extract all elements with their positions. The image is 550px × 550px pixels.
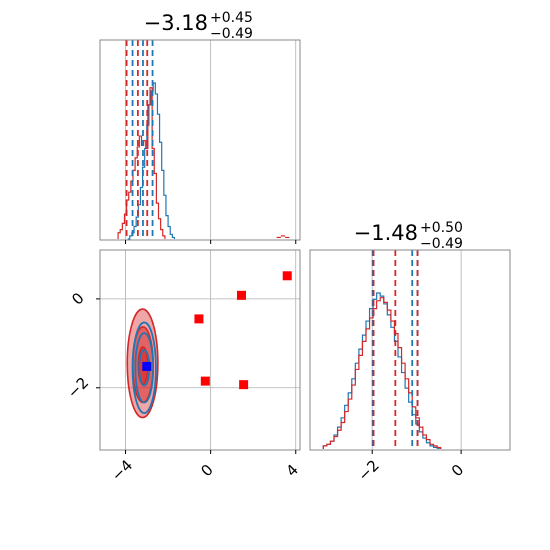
y-tick-label: −2	[64, 374, 92, 402]
axes-background	[310, 250, 510, 450]
square-marker	[239, 380, 249, 390]
square-marker	[282, 271, 292, 281]
quantile-lines	[125, 40, 154, 240]
tick-marks	[371, 450, 462, 454]
x-tick-label: −4	[108, 456, 136, 484]
grid-lines	[125, 40, 297, 240]
histogram-series-b	[322, 297, 442, 449]
axes-frame	[309, 249, 511, 451]
x-tick-label: 4	[282, 461, 301, 480]
histogram-series-b	[117, 87, 166, 239]
x-tick-labels: −4 0 4	[108, 456, 302, 484]
title-lower-error: −0.49	[420, 236, 463, 252]
panel-hist-param-1: −3.18 +0.45 −0.49	[99, 10, 301, 244]
panel-title: −1.48 +0.50 −0.49	[354, 220, 463, 252]
axes-frame	[99, 249, 301, 451]
title-value: −1.48	[354, 221, 418, 245]
truth-marker	[142, 361, 152, 371]
title-upper-error: +0.50	[420, 220, 463, 236]
panel-title: −3.18 +0.45 −0.49	[144, 10, 253, 42]
axes-background	[100, 40, 300, 240]
panel-2d-param-1-vs-param-2: −4 0 4 −2 0	[64, 249, 302, 485]
x-tick-label: 0	[448, 461, 467, 480]
histogram-steps	[117, 82, 290, 240]
square-marker	[200, 376, 210, 386]
y-tick-label: 0	[68, 289, 87, 308]
grid-lines	[100, 250, 300, 450]
y-tick-labels: −2 0	[64, 289, 92, 402]
title-upper-error: +0.45	[210, 10, 253, 26]
panel-hist-param-2: −2 0 −1.48 +0.50 −0.49	[309, 220, 511, 485]
contour-series-a	[131, 321, 157, 415]
histogram-series-a	[127, 82, 176, 240]
title-lower-error: −0.49	[210, 26, 253, 42]
tick-marks	[96, 298, 297, 454]
axes-frame	[99, 39, 301, 241]
square-marker	[236, 290, 246, 300]
contour-series-a	[134, 332, 155, 404]
x-tick-labels: −2 0	[355, 456, 468, 484]
quantile-lines	[371, 250, 419, 450]
x-tick-label: −2	[355, 456, 383, 484]
title-value: −3.18	[144, 11, 208, 35]
histogram-steps	[322, 292, 442, 449]
tick-marks	[125, 240, 297, 244]
marker-points	[142, 271, 292, 390]
square-marker	[194, 314, 204, 324]
x-tick-label: 0	[197, 461, 216, 480]
